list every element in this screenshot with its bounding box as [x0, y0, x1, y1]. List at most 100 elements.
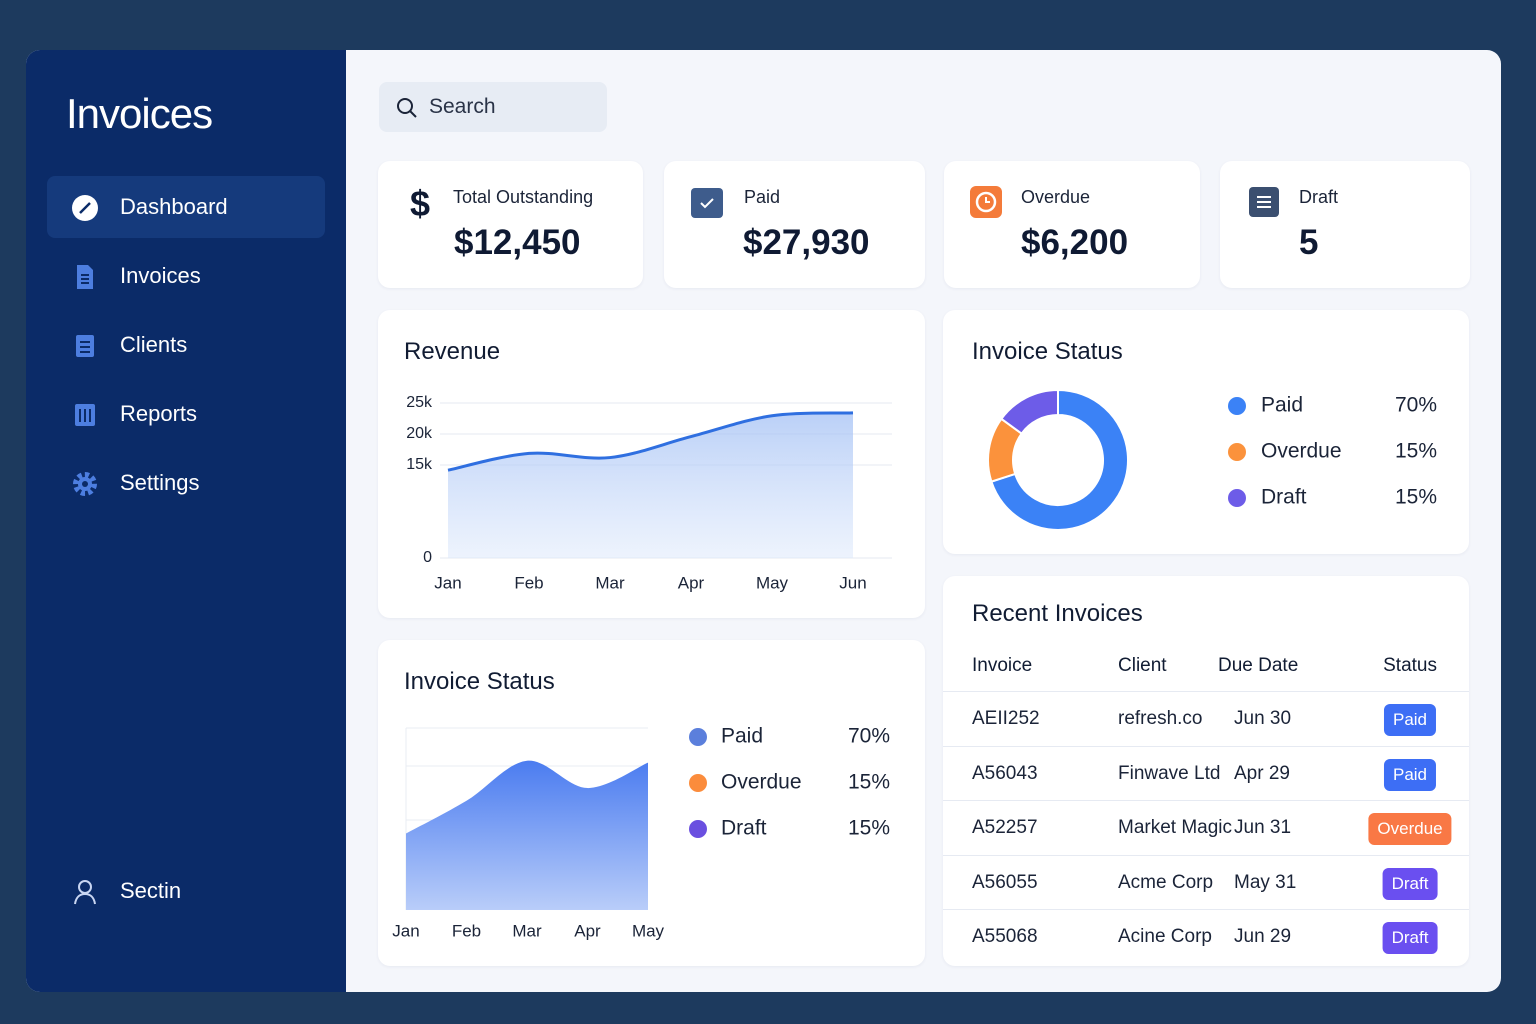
column-header: Invoice [972, 655, 1033, 676]
legend-label: Draft [721, 817, 767, 840]
legend-label: Paid [721, 725, 763, 748]
row-separator [943, 745, 1469, 747]
nav-label: Dashboard [120, 194, 228, 219]
nav-item[interactable]: Invoices [47, 245, 325, 307]
card-value: $12,450 [454, 223, 581, 262]
donut-segment [999, 388, 1059, 435]
card-icon: $ [410, 183, 431, 224]
legend-label: Overdue [1261, 440, 1342, 463]
nav-item[interactable]: Reports [47, 383, 325, 445]
table-cell: Finwave Ltd [1118, 762, 1221, 784]
row-separator [943, 800, 1469, 801]
nav-item[interactable]: Settings [47, 452, 325, 514]
row-separator [943, 854, 1469, 856]
x-tick-label: May [632, 921, 665, 940]
table-cell: Jun 30 [1234, 708, 1292, 729]
x-tick-label: May [756, 573, 789, 592]
table-cell: Acme Corp [1118, 871, 1214, 893]
stat-card: $ Total Outstanding $12,450 [378, 161, 643, 288]
legend-value: 70% [848, 725, 890, 748]
revenue-line [447, 411, 854, 472]
legend-value: 15% [848, 817, 890, 840]
table-cell: refresh.co [1118, 708, 1203, 729]
legend-dot [689, 774, 707, 792]
card-icon [691, 188, 723, 218]
status-donut-panel: Invoice Status Paid 70% Overdue 15% Draft 15% [943, 310, 1469, 554]
card-label: Overdue [1021, 187, 1091, 207]
legend-label: Overdue [721, 771, 802, 794]
revenue-chart: 0 15k 20k 25k Jan Feb Mar Apr May Jun [406, 394, 892, 592]
x-tick-label: Feb [514, 573, 543, 592]
revenue-area [448, 412, 853, 558]
table-cell: A52257 [972, 817, 1038, 838]
status-badge: Draft [1382, 922, 1438, 954]
stat-card: Paid $27,930 [664, 161, 925, 288]
row-separator [943, 909, 1469, 910]
search-placeholder: Search [429, 95, 496, 118]
table-cell: AEII252 [972, 708, 1040, 729]
x-tick-label: Jan [392, 921, 419, 940]
legend-dot [1228, 489, 1246, 507]
card-value: $6,200 [1021, 223, 1129, 262]
x-tick-label: Apr [678, 573, 705, 592]
nav-item[interactable]: Clients [47, 314, 325, 376]
legend-value: 15% [848, 771, 890, 794]
column-header: Due Date [1218, 655, 1299, 676]
legend-dot [1228, 443, 1246, 461]
status-badge: Paid [1383, 758, 1437, 791]
table-cell: A56055 [972, 871, 1038, 893]
donut-segment [990, 388, 1129, 531]
legend-label: Draft [1261, 486, 1307, 509]
x-tick-label: Mar [512, 921, 542, 940]
status-area-chart: Jan Feb Mar Apr May Paid 70% Overdue 15% Draft 15% [392, 725, 890, 941]
search-icon [397, 98, 417, 118]
nav-label: Settings [120, 470, 200, 495]
legend-dot [689, 820, 707, 838]
search-box[interactable]: Search [379, 82, 607, 132]
x-tick-label: Feb [452, 921, 481, 940]
nav-label: Invoices [120, 263, 201, 288]
column-header: Status [1383, 655, 1437, 676]
recent-invoices-panel: Recent Invoices Invoice Client Due Date Sta… [943, 576, 1469, 966]
table-cell: Jun 29 [1234, 926, 1292, 947]
app-window: Invoices Dashboard Invoices Clients Repo… [26, 50, 1501, 992]
x-tick-label: Jan [434, 573, 461, 592]
table-cell: Apr 29 [1234, 762, 1290, 784]
nav-label: Clients [120, 332, 188, 357]
table-cell: Market Magic [1118, 817, 1233, 838]
card-icon [970, 186, 1002, 218]
app-title: Invoices [66, 90, 213, 137]
y-tick-label: 15k [406, 456, 433, 473]
card-label: Total Outstanding [453, 187, 594, 207]
stat-card: Draft 5 [1220, 161, 1470, 288]
status-donut-chart: Paid 70% Overdue 15% Draft 15% [987, 388, 1437, 531]
row-separator [943, 691, 1469, 692]
legend-value: 15% [1395, 486, 1437, 509]
column-header: Client [1118, 655, 1167, 676]
nav-item[interactable]: Dashboard [47, 176, 325, 238]
status-badge: Draft [1382, 867, 1438, 900]
card-label: Draft [1299, 187, 1339, 207]
legend-value: 15% [1395, 440, 1437, 463]
card-label: Paid [744, 187, 781, 207]
card-icon [1249, 187, 1279, 217]
user-name: Sectin [120, 878, 182, 903]
card-value: $27,930 [743, 223, 870, 262]
x-tick-label: Apr [574, 921, 601, 940]
status-area-panel: Invoice Status Jan Feb Mar Apr May Paid 70% Ove… [378, 640, 925, 966]
card-value: 5 [1299, 223, 1319, 262]
revenue-panel: Revenue 0 15k 20k 25k Jan Feb Mar Apr May Jun [378, 310, 925, 618]
chart-title: Invoice Status [404, 668, 555, 695]
y-tick-label: 0 [423, 549, 432, 566]
legend-dot [1228, 397, 1246, 415]
table-cell: A55068 [972, 926, 1038, 947]
status-badge: Paid [1383, 704, 1437, 736]
table-cell: Jun 31 [1234, 817, 1292, 838]
chart-title: Revenue [404, 338, 501, 365]
stat-card: Overdue $6,200 [944, 161, 1200, 288]
user-item[interactable]: Sectin [47, 860, 325, 922]
y-tick-label: 25k [406, 394, 433, 411]
status-badge: Overdue [1368, 813, 1452, 845]
x-tick-label: Jun [839, 573, 866, 592]
